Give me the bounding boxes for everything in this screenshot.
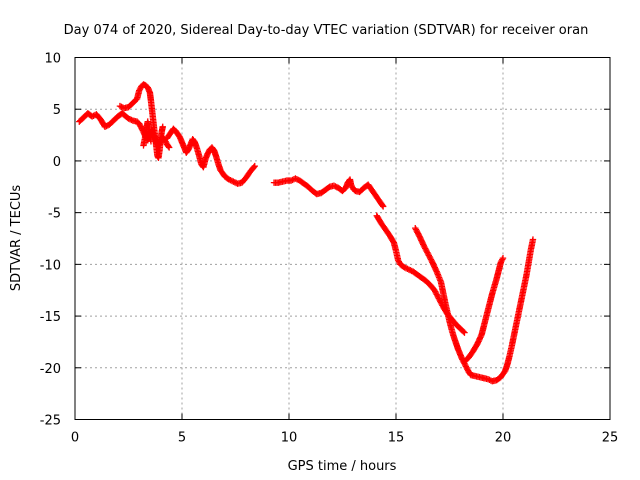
data-point <box>499 256 506 263</box>
x-tick-label: 20 <box>495 431 512 446</box>
data-point <box>128 116 135 124</box>
y-tick-label: 10 <box>44 52 61 67</box>
tick-labels: 0 5 10 15 20 25 -25 -20 -15 -10 -5 0 5 10 <box>40 52 619 446</box>
data-point <box>293 176 301 183</box>
data-point <box>407 267 414 274</box>
y-axis-label: SDTVAR / TECUs <box>9 185 24 292</box>
y-tick-label: -20 <box>40 362 61 377</box>
data-point <box>499 254 507 262</box>
plot-frame <box>74 57 611 420</box>
data-point <box>227 177 234 184</box>
data-point <box>251 162 258 170</box>
x-tick-label: 10 <box>281 431 298 446</box>
series-segment-5 <box>270 175 387 210</box>
data-point <box>165 144 173 151</box>
data-point <box>88 113 96 120</box>
data-point <box>101 123 109 130</box>
data-point <box>486 376 493 384</box>
data-point <box>159 123 166 130</box>
data-point <box>484 375 492 383</box>
data-point <box>289 176 296 184</box>
data-point <box>103 122 110 130</box>
y-tick-label: 0 <box>53 155 61 170</box>
data-point <box>379 202 386 209</box>
data-point <box>292 175 299 182</box>
data-point <box>330 182 338 189</box>
data-point <box>125 115 132 122</box>
data-point <box>165 143 172 150</box>
data-point <box>230 178 237 185</box>
series-segment-8 <box>461 254 507 365</box>
x-tick-label: 15 <box>388 431 405 446</box>
data-point <box>401 264 408 271</box>
data-point <box>116 102 124 110</box>
data-point <box>228 177 236 185</box>
series-segment-2 <box>116 81 166 162</box>
y-tick-label: -10 <box>40 258 61 273</box>
data-point <box>250 163 258 171</box>
data-point <box>287 177 295 184</box>
y-tick-label: -25 <box>40 414 61 429</box>
y-tick-label: -15 <box>40 310 61 325</box>
data-point <box>126 116 134 123</box>
series-segment-7 <box>412 224 537 385</box>
x-tick-label: 5 <box>178 431 186 446</box>
y-tick-label: -5 <box>48 207 61 222</box>
data-point <box>405 266 413 273</box>
chart-title: Day 074 of 2020, Sidereal Day-to-day VTE… <box>64 23 589 38</box>
data-point <box>402 264 410 272</box>
series-segment-6 <box>373 212 468 336</box>
data-points <box>76 81 537 385</box>
x-tick-label: 25 <box>602 431 619 446</box>
data-point <box>147 138 155 145</box>
x-tick-label: 0 <box>71 431 79 446</box>
data-point <box>225 176 233 183</box>
data-point <box>118 103 125 111</box>
data-point <box>461 329 468 336</box>
data-point <box>231 179 238 186</box>
x-axis-label: GPS time / hours <box>288 459 397 474</box>
data-point <box>379 203 387 210</box>
series-segment-3 <box>140 118 155 149</box>
data-point <box>460 328 467 335</box>
data-point <box>332 183 339 190</box>
data-point <box>404 265 411 273</box>
data-point <box>529 236 537 243</box>
series-segment-4 <box>163 125 258 187</box>
y-tick-label: 5 <box>53 103 61 118</box>
